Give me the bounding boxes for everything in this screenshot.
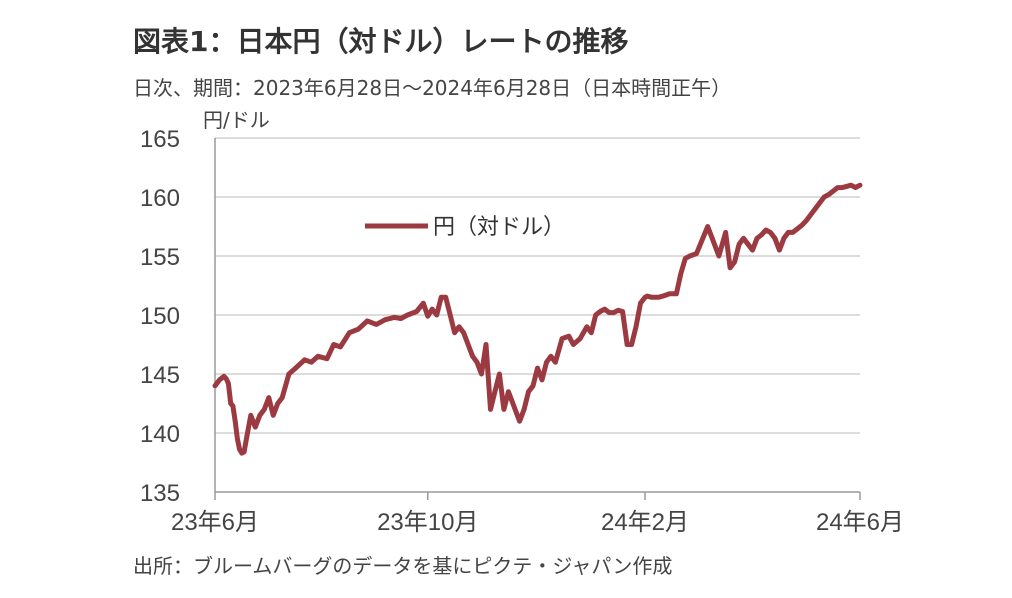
legend-label: 円（対ドル）: [433, 215, 565, 240]
legend: 円（対ドル）: [365, 215, 565, 240]
y-tick-label: 135: [140, 480, 180, 507]
y-tick-label: 150: [140, 303, 180, 330]
y-tick-label: 140: [140, 421, 180, 448]
y-axis-unit-label: 円/ドル: [203, 108, 270, 132]
y-tick-label: 165: [140, 126, 180, 153]
chart-title: 図表1：日本円（対ドル）レートの推移: [133, 25, 629, 58]
x-tick-labels: 23年6月 23年10月 24年2月 24年6月: [171, 509, 904, 536]
x-tick-label: 23年10月: [377, 509, 478, 536]
y-tick-labels: 165 160 155 150 145 140 135: [140, 126, 180, 507]
x-tick-label: 24年2月: [601, 509, 689, 536]
series-line-yen-usd: [212, 182, 863, 456]
x-tick-label: 23年6月: [171, 509, 259, 536]
x-tick-label: 24年6月: [816, 509, 904, 536]
y-tick-label: 155: [140, 244, 180, 271]
y-tick-label: 145: [140, 362, 180, 389]
chart-subtitle: 日次、期間：2023年6月28日～2024年6月28日（日本時間正午）: [133, 76, 732, 100]
source-note: 出所：ブルームバーグのデータを基にピクテ・ジャパン作成: [133, 554, 673, 578]
y-tick-label: 160: [140, 185, 180, 212]
x-tick-marks: [214, 492, 861, 500]
grid-lines: [215, 137, 860, 434]
